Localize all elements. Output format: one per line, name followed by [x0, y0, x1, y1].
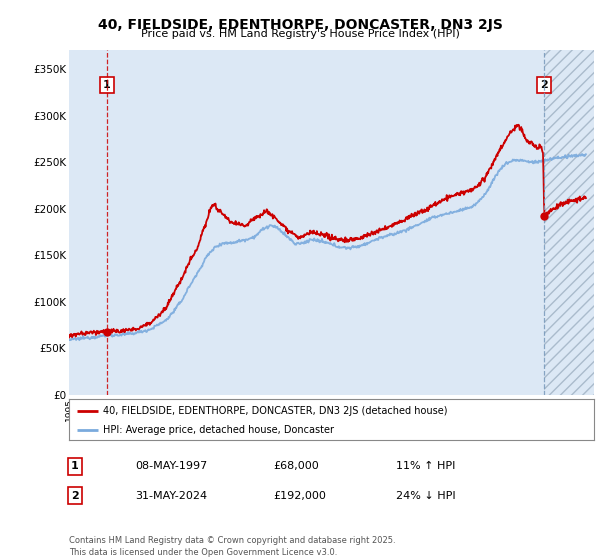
Text: £192,000: £192,000 — [273, 491, 326, 501]
Text: 24% ↓ HPI: 24% ↓ HPI — [396, 491, 455, 501]
Text: 2: 2 — [71, 491, 79, 501]
Bar — [544, 50, 594, 395]
Bar — [69, 50, 544, 395]
Text: 11% ↑ HPI: 11% ↑ HPI — [396, 461, 455, 472]
Text: Contains HM Land Registry data © Crown copyright and database right 2025.
This d: Contains HM Land Registry data © Crown c… — [69, 536, 395, 557]
Text: 40, FIELDSIDE, EDENTHORPE, DONCASTER, DN3 2JS: 40, FIELDSIDE, EDENTHORPE, DONCASTER, DN… — [98, 18, 502, 32]
Text: 1: 1 — [71, 461, 79, 472]
Text: 2: 2 — [541, 80, 548, 90]
Text: 08-MAY-1997: 08-MAY-1997 — [135, 461, 207, 472]
Text: Price paid vs. HM Land Registry's House Price Index (HPI): Price paid vs. HM Land Registry's House … — [140, 29, 460, 39]
Text: 40, FIELDSIDE, EDENTHORPE, DONCASTER, DN3 2JS (detached house): 40, FIELDSIDE, EDENTHORPE, DONCASTER, DN… — [103, 405, 448, 416]
Text: 1: 1 — [103, 80, 111, 90]
Text: £68,000: £68,000 — [273, 461, 319, 472]
Text: HPI: Average price, detached house, Doncaster: HPI: Average price, detached house, Donc… — [103, 424, 334, 435]
Text: 31-MAY-2024: 31-MAY-2024 — [135, 491, 207, 501]
